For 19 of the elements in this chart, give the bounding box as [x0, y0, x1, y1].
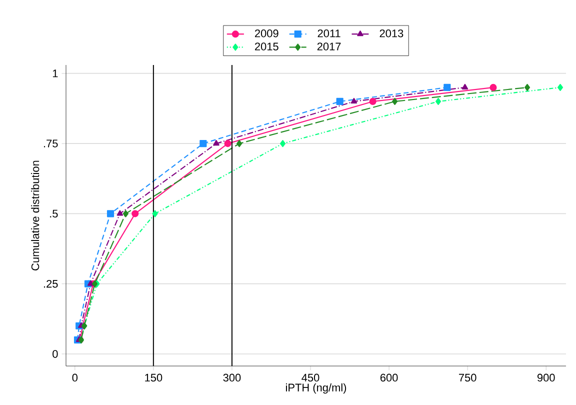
legend-label: 2017: [317, 42, 341, 50]
y-axis-title: Cumulative distribution: [31, 160, 40, 270]
y-tick-label: .75: [44, 140, 58, 148]
x-tick-label: 150: [145, 374, 162, 382]
y-tick-label: .25: [44, 280, 58, 288]
x-tick-label: 600: [380, 374, 398, 382]
x-tick-label: 900: [537, 374, 555, 382]
y-tick-label: .5: [50, 210, 58, 218]
x-tick-label: 750: [459, 374, 476, 382]
x-tick-label: 0: [72, 374, 78, 382]
legend-label: 2015: [254, 42, 278, 50]
legend-label: 2013: [380, 30, 404, 38]
legend-label: 2009: [254, 30, 278, 38]
x-tick-label: 300: [223, 374, 241, 382]
y-tick-label: 0: [52, 350, 58, 358]
x-tick-label: 450: [302, 374, 320, 382]
y-tick-label: 1: [52, 70, 58, 78]
x-axis-title: iPTH (ng/ml): [286, 383, 346, 394]
legend-label: 2011: [318, 30, 340, 38]
